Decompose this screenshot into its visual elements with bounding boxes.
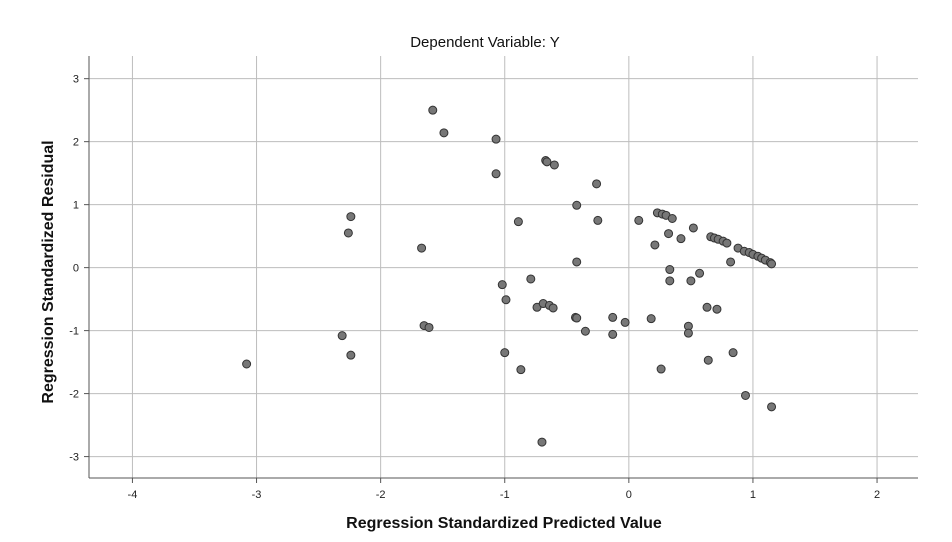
scatter-point — [549, 160, 559, 170]
scatter-point — [664, 229, 674, 239]
y-tick-label: 2 — [73, 137, 79, 149]
scatter-point — [526, 274, 536, 284]
scatter-point — [634, 215, 644, 225]
scatter-point — [337, 331, 347, 341]
scatter-point — [608, 329, 618, 339]
scatter-point — [417, 243, 427, 253]
scatter-point — [695, 268, 705, 278]
scatter-point — [572, 257, 582, 267]
scatter-point — [646, 314, 656, 324]
x-tick-label: -4 — [128, 489, 138, 501]
x-axis-title: Regression Standardized Predicted Value — [346, 515, 662, 532]
y-tick-label: 1 — [73, 200, 79, 212]
scatter-point — [242, 359, 252, 369]
scatter-point — [608, 312, 618, 322]
scatter-point — [665, 265, 675, 275]
scatter-point — [703, 355, 713, 365]
x-tick-label: -3 — [252, 489, 262, 501]
scatter-point — [683, 328, 693, 338]
x-tick-label: 1 — [750, 489, 756, 501]
y-tick-label: 3 — [73, 74, 79, 86]
scatter-point — [572, 200, 582, 210]
x-tick-label: 2 — [874, 489, 880, 501]
y-tick-label: -1 — [69, 326, 79, 338]
scatter-point — [656, 364, 666, 374]
scatter-point — [537, 437, 547, 447]
scatter-point — [740, 390, 750, 400]
scatter-point — [722, 238, 732, 248]
scatter-point — [688, 223, 698, 233]
scatter-point — [343, 228, 353, 238]
scatter-point — [346, 350, 356, 360]
scatter-point — [592, 179, 602, 189]
scatter-point — [500, 348, 510, 358]
scatter-point — [620, 317, 630, 327]
scatter-point — [548, 303, 558, 313]
y-tick-label: -2 — [69, 389, 79, 401]
scatter-point — [650, 240, 660, 250]
scatter-point — [580, 326, 590, 336]
scatter-point — [428, 105, 438, 115]
scatter-point — [767, 402, 777, 412]
scatter-point — [346, 212, 356, 222]
scatter-point — [712, 304, 722, 314]
x-tick-label: -1 — [500, 489, 510, 501]
scatter-point — [491, 169, 501, 179]
plot-area: -4 -3 -2 -1 0 1 2 -3 -2 -1 0 1 2 3 — [69, 56, 918, 501]
scatter-point — [572, 313, 582, 323]
chart-title: Dependent Variable: Y — [410, 34, 560, 51]
scatter-point — [686, 276, 696, 286]
scatter-point — [497, 280, 507, 290]
scatter-point — [676, 234, 686, 244]
scatter-point — [516, 365, 526, 375]
scatter-point — [501, 295, 511, 305]
scatter-point — [667, 214, 677, 224]
scatter-point — [542, 157, 552, 167]
x-tick-label: -2 — [376, 489, 386, 501]
scatter-point — [726, 257, 736, 267]
scatter-point — [767, 259, 777, 269]
scatter-point — [513, 217, 523, 227]
y-tick-label: 0 — [73, 263, 79, 275]
scatter-point — [702, 302, 712, 312]
scatter-point — [665, 276, 675, 286]
scatter-point — [593, 215, 603, 225]
x-tick-label: 0 — [626, 489, 632, 501]
scatter-point — [424, 322, 434, 332]
y-tick-label: -3 — [69, 452, 79, 464]
scatter-point — [439, 128, 449, 138]
scatter-point — [491, 134, 501, 144]
y-axis-title: Regression Standardized Residual — [40, 140, 57, 403]
scatter-point — [728, 348, 738, 358]
